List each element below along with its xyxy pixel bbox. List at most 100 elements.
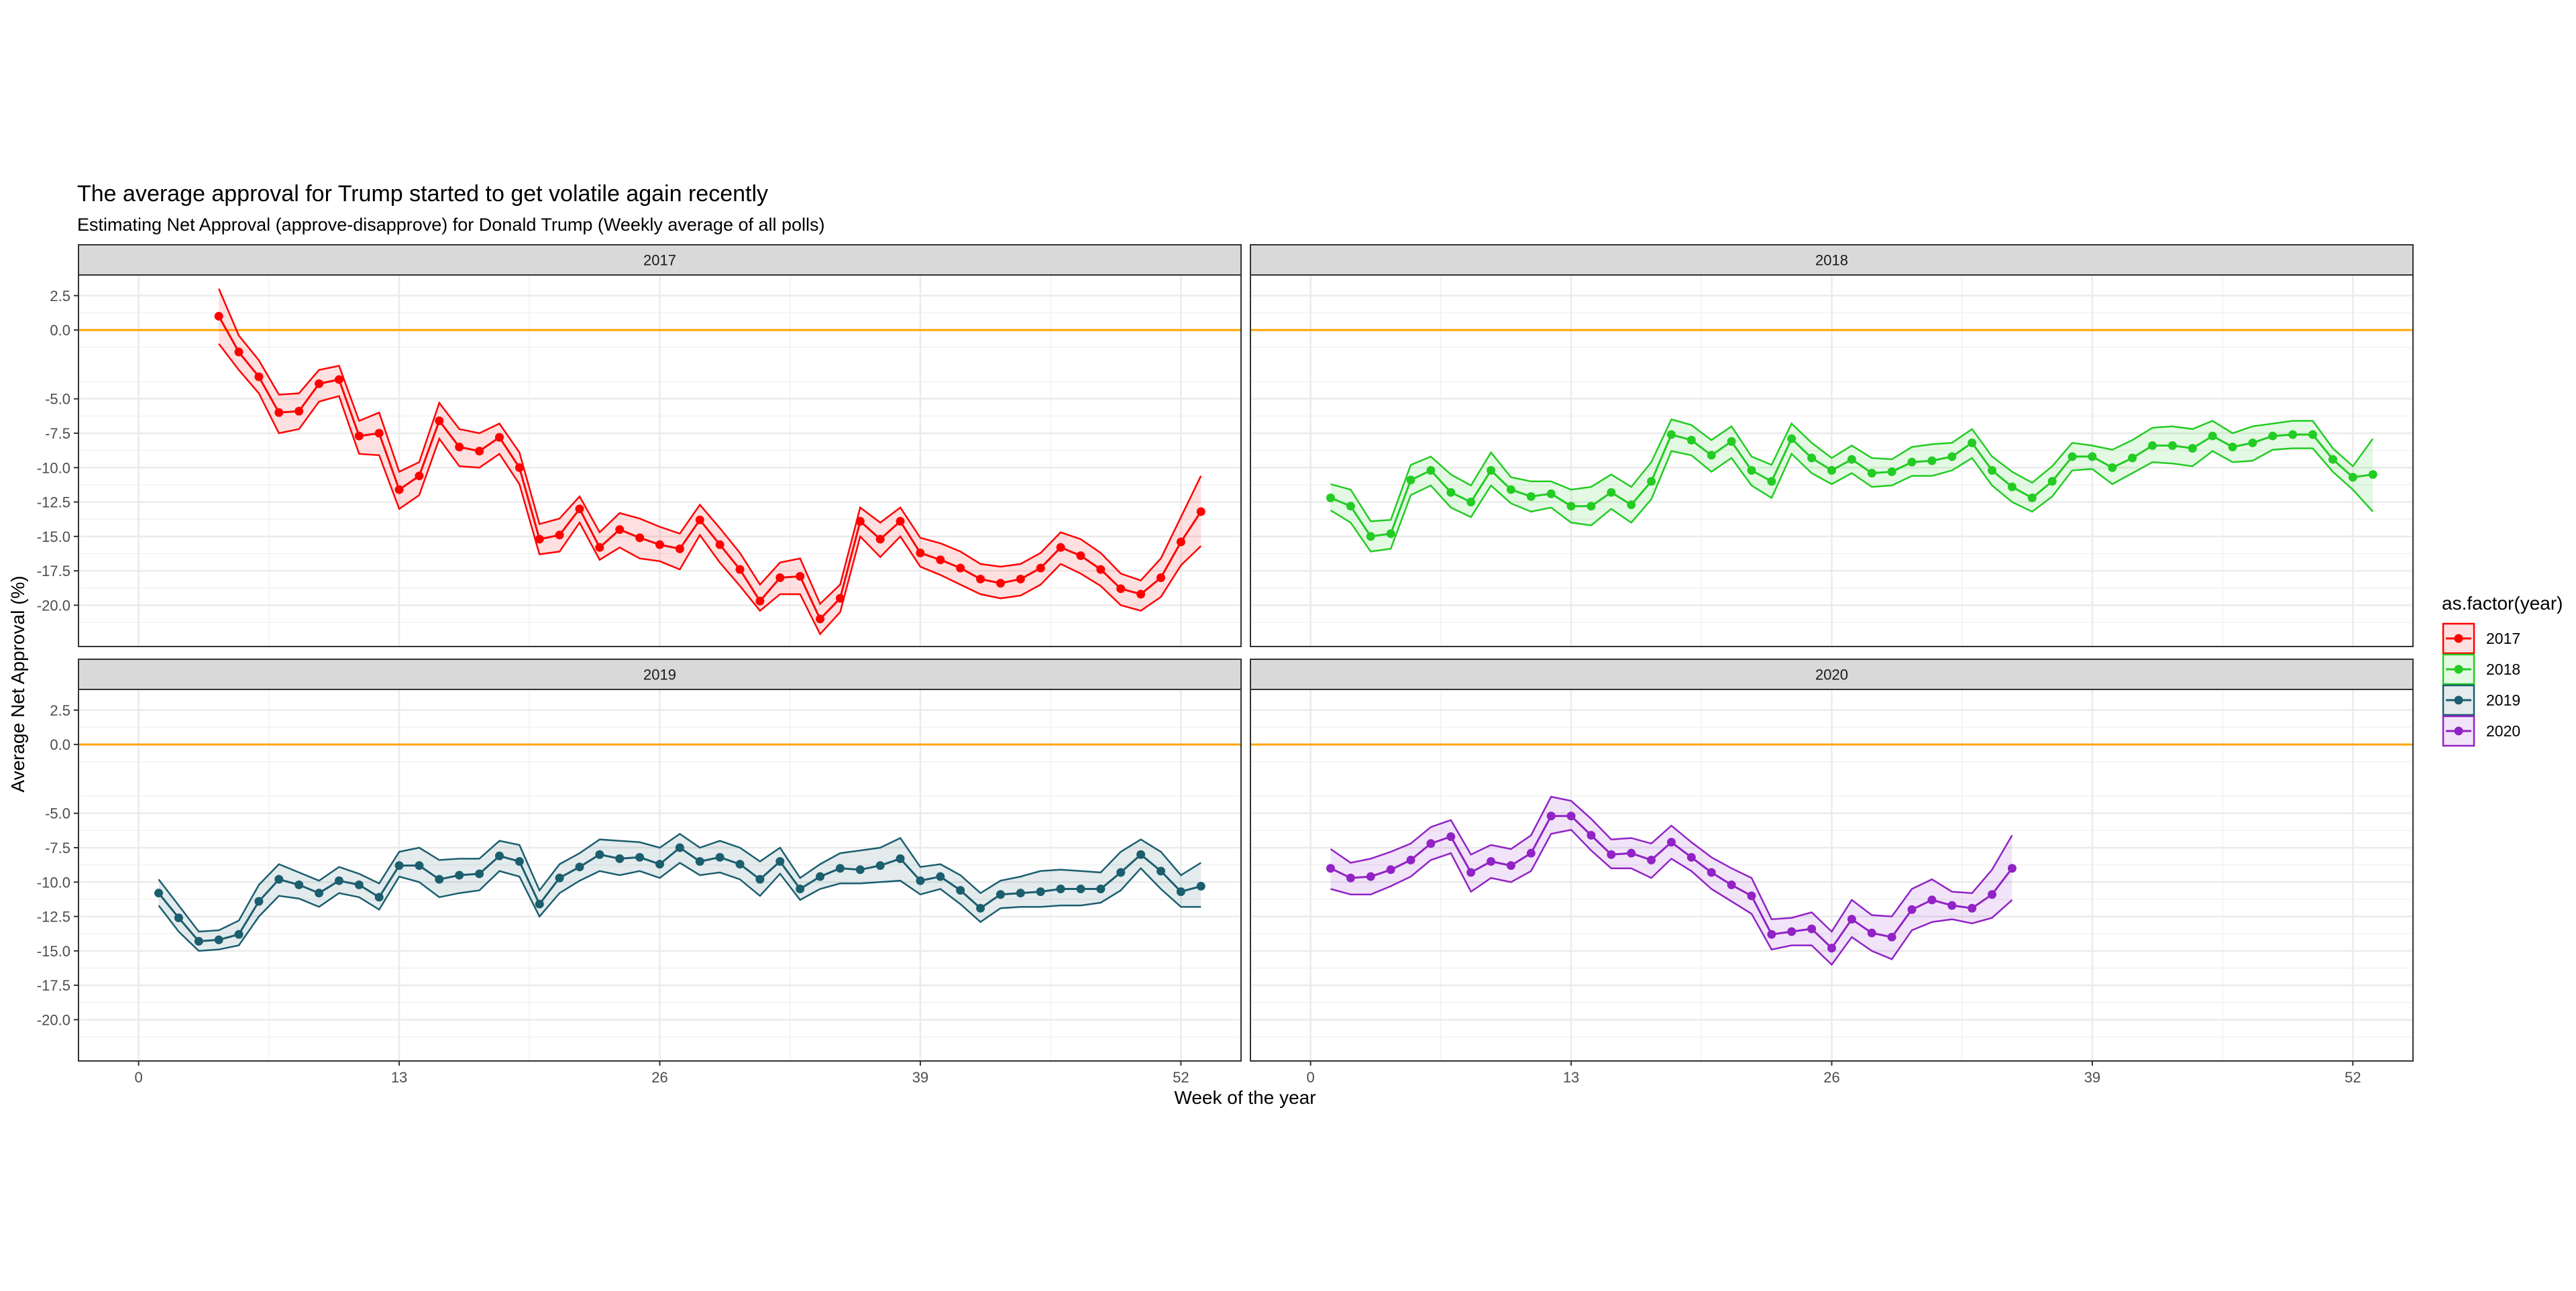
data-point-2019: [996, 890, 1005, 899]
data-point-2019: [1156, 866, 1165, 876]
facet-panels: 2017 2.5 0.0 -5.0 -7.5 -10.0 -12.5 -15.0 -17.5 -2…: [37, 244, 2414, 1086]
data-point-2017: [595, 543, 604, 552]
data-point-2019: [515, 856, 524, 866]
data-point-2019: [315, 889, 324, 898]
data-point-2018: [2007, 482, 2017, 492]
data-point-2018: [1767, 477, 1776, 486]
data-point-2020: [1867, 928, 1876, 938]
data-point-2017: [875, 535, 885, 544]
data-point-2019: [435, 875, 444, 884]
data-point-2019: [1056, 885, 1065, 894]
data-point-2020: [1326, 864, 1336, 873]
data-point-2017: [835, 594, 845, 603]
data-point-2018: [1827, 465, 1836, 475]
data-point-2018: [2368, 470, 2377, 480]
data-point-2018: [1686, 435, 1696, 445]
x-tick-label: 13: [391, 1069, 407, 1086]
data-point-2020: [1927, 895, 1937, 905]
data-point-2019: [254, 897, 264, 906]
ribbon-2018: [1330, 419, 2373, 552]
data-point-2018: [1988, 465, 1997, 475]
y-tick-label: 2.5: [50, 288, 70, 304]
data-point-2017: [455, 442, 464, 451]
data-point-2019: [575, 862, 584, 872]
data-point-2018: [1907, 457, 1917, 467]
legend-key-point-2017: [2454, 634, 2463, 643]
y-tick-label: -5.0: [45, 805, 70, 822]
data-point-2020: [1366, 872, 1375, 881]
data-point-2017: [354, 431, 364, 441]
legend-item-2017: 2017: [2442, 622, 2520, 655]
data-point-2018: [2228, 442, 2237, 451]
chart-subtitle: Estimating Net Approval (approve-disappr…: [77, 215, 825, 235]
data-point-2019: [1176, 887, 1185, 897]
y-tick-label: -10.0: [37, 874, 70, 891]
data-point-2017: [535, 535, 544, 544]
upper-bound-line-2020: [1330, 795, 2013, 934]
data-point-2019: [154, 889, 164, 898]
legend: as.factor(year) 2017 2018 2019 2020: [2442, 593, 2563, 747]
data-point-2018: [1546, 489, 1556, 498]
data-point-2018: [1727, 437, 1736, 446]
data-point-2019: [1196, 881, 1205, 891]
data-point-2019: [555, 873, 564, 883]
data-point-2017: [294, 406, 304, 416]
data-point-2017: [1196, 507, 1205, 516]
data-point-2018: [1807, 453, 1817, 463]
data-point-2018: [1366, 532, 1375, 541]
data-point-2017: [1096, 565, 1106, 574]
legend-item-2020: 2020: [2442, 715, 2520, 747]
data-point-2020: [1907, 905, 1917, 914]
data-point-2020: [1466, 868, 1476, 877]
data-point-2018: [1566, 502, 1576, 511]
data-point-2017: [475, 447, 484, 456]
data-point-2019: [796, 885, 805, 894]
data-point-2017: [936, 555, 945, 565]
lower-bound-line-2018: [1330, 447, 2374, 553]
data-point-2020: [1767, 930, 1776, 939]
data-point-2019: [394, 861, 404, 871]
data-point-2018: [1847, 455, 1856, 464]
data-point-2020: [1666, 838, 1676, 847]
data-point-2019: [494, 851, 504, 860]
y-tick-label: -17.5: [37, 563, 70, 579]
data-point-2017: [315, 379, 324, 388]
x-tick-label: 39: [912, 1069, 928, 1086]
data-point-2019: [835, 864, 845, 873]
data-point-2018: [2268, 431, 2277, 441]
data-point-2020: [1807, 924, 1817, 934]
data-point-2019: [535, 899, 544, 909]
y-axis-title: Average Net Approval (%): [7, 575, 28, 792]
x-tick-label: 0: [1307, 1069, 1315, 1086]
data-point-2018: [2047, 477, 2057, 486]
data-point-2019: [896, 854, 905, 863]
strip-label-2018: 2018: [1815, 252, 1848, 269]
data-point-2017: [896, 516, 905, 526]
x-tick-label: 26: [1823, 1069, 1839, 1086]
data-point-2017: [214, 312, 223, 321]
data-point-2018: [1326, 493, 1336, 502]
data-point-2020: [1566, 811, 1576, 821]
data-point-2020: [1847, 915, 1856, 924]
data-point-2019: [374, 893, 384, 902]
ribbon-2020: [1330, 797, 2012, 965]
data-point-2017: [374, 429, 384, 438]
data-point-2018: [1887, 467, 1896, 476]
data-point-2018: [1927, 456, 1937, 465]
data-point-2018: [1506, 485, 1515, 494]
data-point-2019: [214, 935, 223, 944]
x-tick-label: 52: [2345, 1069, 2361, 1086]
data-point-2017: [695, 515, 704, 524]
data-point-2018: [1707, 451, 1716, 460]
panel-2020: 2020 0 13 26 39 52: [1250, 659, 2414, 1086]
strip-label-2020: 2020: [1815, 667, 1848, 683]
data-point-2019: [334, 876, 343, 885]
panel-border-2017: [78, 274, 1242, 647]
data-point-2017: [1016, 574, 1025, 583]
data-point-2020: [1487, 856, 1496, 866]
upper-bound-line-2018: [1330, 418, 2374, 522]
lower-bound-line-2020: [1330, 828, 2013, 966]
data-point-2017: [735, 565, 745, 574]
strip-2020: [1250, 659, 2414, 690]
